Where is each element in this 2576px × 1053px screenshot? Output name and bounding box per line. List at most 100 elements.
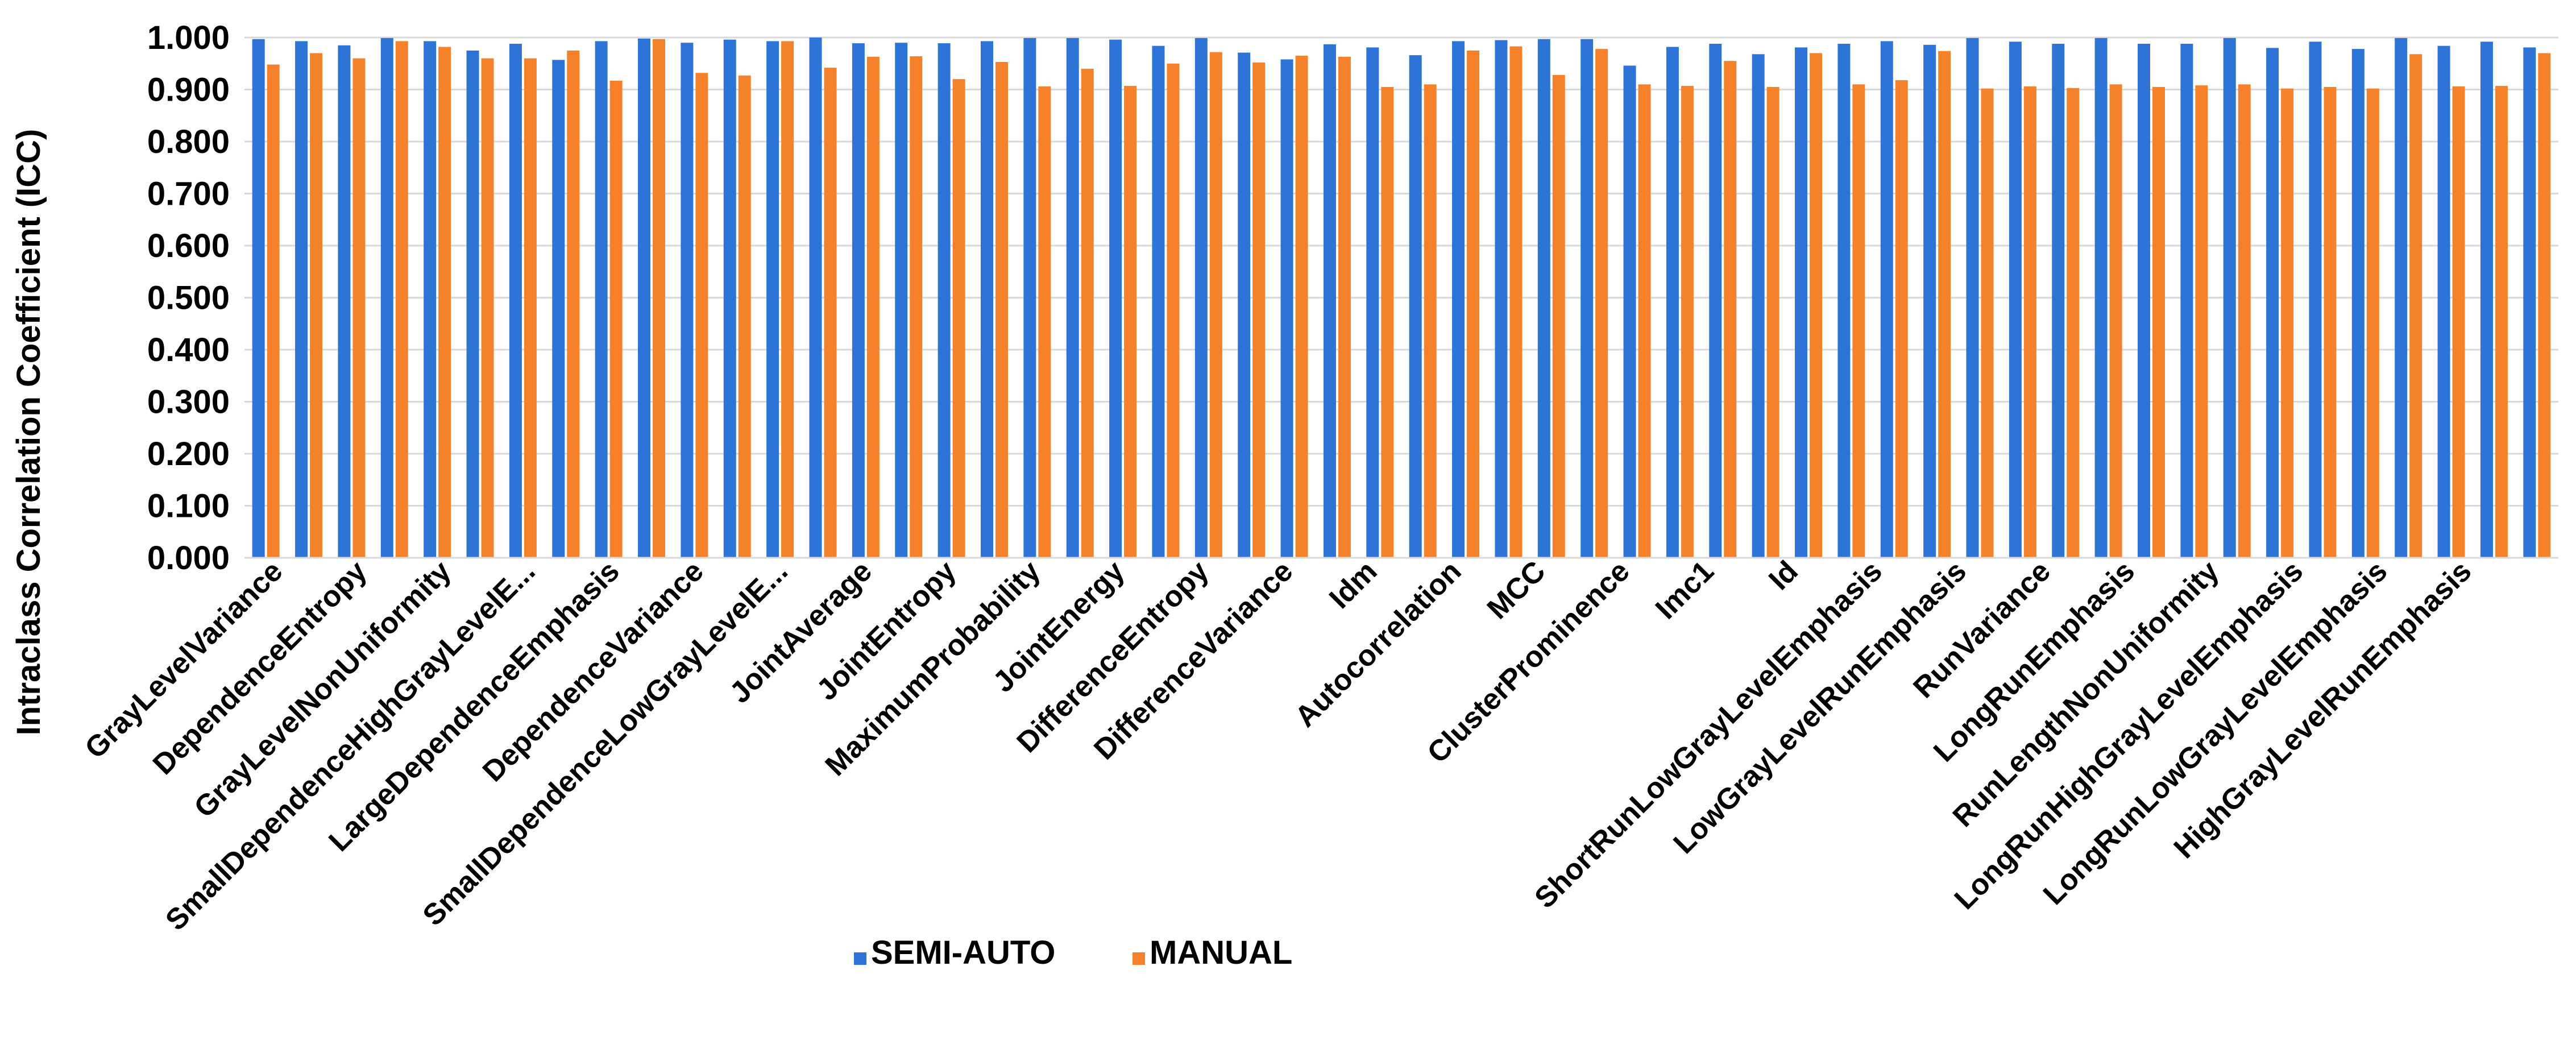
- bar-semi-auto: [2523, 47, 2536, 558]
- bar-manual: [1595, 49, 1608, 558]
- legend-swatch-semi-auto: [854, 952, 866, 965]
- bar-manual: [1810, 53, 1823, 558]
- bar-semi-auto: [1581, 39, 1594, 558]
- bar-semi-auto: [1152, 45, 1165, 558]
- bar-semi-auto: [1280, 59, 1293, 558]
- bar-manual: [1552, 74, 1565, 558]
- bar-semi-auto: [1752, 54, 1765, 558]
- bar-semi-auto: [252, 39, 265, 558]
- bar-semi-auto: [2395, 38, 2408, 558]
- x-category-labels: GrayLevelVarianceDependenceEntropyGrayLe…: [78, 554, 2478, 937]
- bar-semi-auto: [638, 38, 651, 558]
- bar-semi-auto: [1495, 40, 1508, 558]
- bar-manual: [2067, 88, 2080, 558]
- bar-semi-auto: [766, 41, 779, 558]
- bar-manual: [567, 50, 580, 558]
- bar-manual: [738, 75, 751, 558]
- bar-manual: [695, 73, 708, 558]
- bar-semi-auto: [2052, 43, 2065, 558]
- bar-semi-auto: [2266, 48, 2279, 558]
- bar-manual: [2452, 86, 2465, 558]
- bar-semi-auto: [424, 41, 437, 558]
- bar-manual: [1381, 86, 1394, 558]
- y-tick-label: 0.600: [147, 227, 230, 264]
- bar-manual: [481, 58, 494, 558]
- x-category-label: Idm: [1323, 554, 1383, 615]
- bar-semi-auto: [1709, 43, 1722, 558]
- bar-semi-auto: [1323, 44, 1336, 558]
- y-tick-label: 0.400: [147, 331, 230, 368]
- bar-manual: [609, 80, 623, 558]
- bar-manual: [995, 62, 1008, 558]
- bar-semi-auto: [1409, 55, 1422, 558]
- bar-manual: [2195, 85, 2208, 558]
- bar-manual: [952, 79, 965, 558]
- bar-manual: [2109, 84, 2122, 558]
- bar-manual: [352, 58, 366, 558]
- bar-manual: [866, 56, 880, 558]
- y-tick-label: 0.500: [147, 280, 230, 317]
- legend[interactable]: SEMI-AUTO MANUAL: [854, 934, 1292, 971]
- bar-manual: [2366, 88, 2379, 558]
- bar-marks: [252, 38, 2551, 558]
- bar-manual: [653, 39, 666, 558]
- legend-label-semi-auto: SEMI-AUTO: [871, 934, 1055, 971]
- bar-semi-auto: [1066, 38, 1079, 558]
- bar-manual: [1424, 84, 1437, 558]
- bar-manual: [310, 53, 323, 558]
- bar-manual: [1167, 63, 1180, 558]
- bar-manual: [2495, 86, 2508, 558]
- bar-manual: [1724, 61, 1737, 558]
- bar-manual: [1295, 56, 1308, 558]
- bar-semi-auto: [1966, 38, 1979, 558]
- x-category-label: Imc1: [1649, 554, 1720, 625]
- bar-semi-auto: [595, 41, 608, 558]
- bar-manual: [2409, 54, 2422, 558]
- bar-manual: [2023, 86, 2036, 558]
- bar-semi-auto: [1795, 47, 1808, 558]
- bar-semi-auto: [1923, 44, 1936, 558]
- bar-semi-auto: [380, 38, 393, 558]
- bar-semi-auto: [1023, 38, 1036, 558]
- bar-manual: [2238, 84, 2251, 558]
- y-tick-label: 0.900: [147, 72, 230, 109]
- legend-label-manual: MANUAL: [1150, 934, 1292, 971]
- bar-semi-auto: [2309, 42, 2322, 558]
- x-category-label: Id: [1762, 554, 1805, 596]
- bar-semi-auto: [2009, 42, 2022, 558]
- bar-manual: [1467, 50, 1480, 558]
- bar-semi-auto: [1238, 52, 1251, 558]
- x-category-label: MCC: [1481, 554, 1552, 625]
- bar-manual: [2538, 53, 2551, 558]
- y-tick-label: 0.000: [147, 540, 230, 577]
- bar-manual: [267, 64, 280, 558]
- bar-semi-auto: [1537, 39, 1550, 558]
- bar-manual: [1338, 56, 1351, 558]
- bar-manual: [395, 41, 408, 558]
- bar-semi-auto: [1837, 43, 1851, 558]
- bar-manual: [1509, 46, 1523, 558]
- bar-semi-auto: [2223, 38, 2236, 558]
- y-axis-title: Intraclass Correlation Coefficient (ICC): [10, 129, 47, 736]
- bar-semi-auto: [2437, 45, 2450, 558]
- bar-semi-auto: [2180, 43, 2193, 558]
- bar-manual: [1081, 68, 1094, 558]
- bar-semi-auto: [2351, 49, 2365, 558]
- bar-manual: [824, 68, 837, 558]
- bar-manual: [1938, 51, 1951, 558]
- bar-semi-auto: [895, 43, 908, 558]
- bar-manual: [1852, 84, 1865, 558]
- y-tick-label: 0.800: [147, 123, 230, 160]
- y-tick-label: 0.700: [147, 176, 230, 213]
- x-category-label: JointAverage: [723, 554, 878, 710]
- bar-manual: [1681, 86, 1694, 558]
- bar-manual: [2324, 86, 2337, 558]
- bar-semi-auto: [1194, 38, 1208, 558]
- bar-semi-auto: [723, 39, 736, 558]
- bar-manual: [781, 41, 794, 558]
- bar-semi-auto: [338, 45, 351, 558]
- bar-manual: [524, 58, 537, 558]
- bar-manual: [2281, 88, 2294, 558]
- y-tick-label: 0.200: [147, 436, 230, 472]
